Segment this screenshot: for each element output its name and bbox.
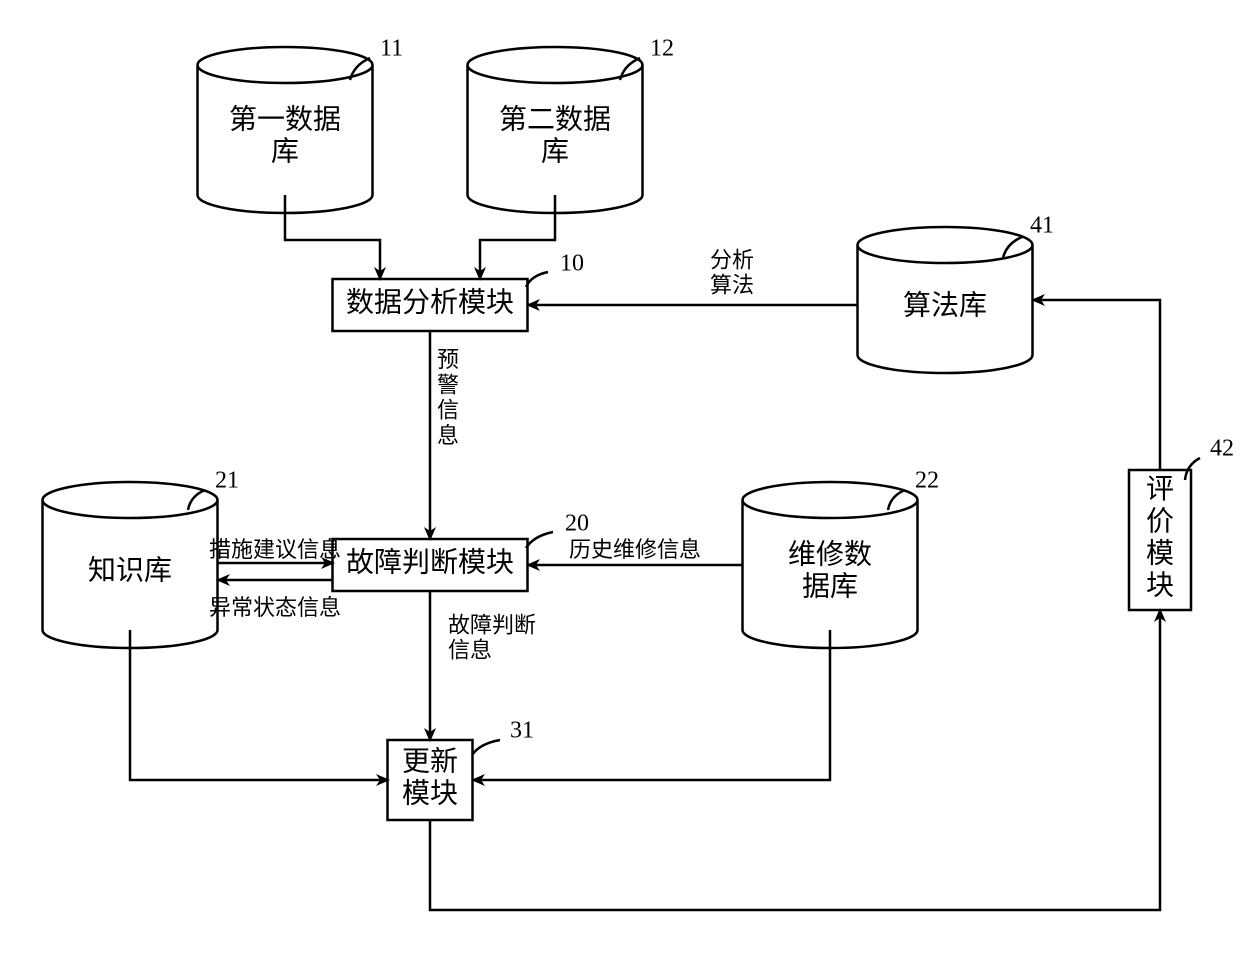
svg-text:据库: 据库 — [802, 571, 858, 603]
svg-text:第一数据: 第一数据 — [229, 103, 341, 135]
svg-text:评: 评 — [1146, 474, 1174, 505]
svg-text:模: 模 — [1146, 538, 1174, 570]
ref-analysis: 10 — [560, 251, 584, 277]
ref-db1: 11 — [380, 36, 403, 62]
ref-leader — [526, 532, 553, 548]
edge-11 — [1033, 300, 1160, 470]
ref-fault: 20 — [565, 511, 589, 537]
svg-text:更新: 更新 — [402, 745, 458, 777]
svg-text:数据分析模块: 数据分析模块 — [346, 286, 514, 318]
edge-9 — [473, 630, 830, 780]
svg-text:第二数据: 第二数据 — [499, 103, 611, 135]
ref-leader — [526, 272, 548, 287]
svg-text:措施建议信息: 措施建议信息 — [209, 537, 341, 562]
system-diagram: 第一数据库11第二数据库12数据分析模块10算法库41知识库21故障判断模块20… — [0, 0, 1240, 965]
svg-text:知识库: 知识库 — [88, 554, 172, 586]
svg-text:警: 警 — [437, 372, 459, 397]
svg-text:块: 块 — [1146, 571, 1174, 602]
ref-algo: 41 — [1030, 213, 1054, 239]
svg-text:信: 信 — [437, 398, 459, 423]
ref-leader — [472, 740, 500, 755]
svg-text:故障判断: 故障判断 — [448, 612, 536, 637]
ref-update: 31 — [510, 718, 534, 744]
svg-text:预: 预 — [437, 347, 459, 372]
svg-text:算法: 算法 — [710, 273, 754, 298]
edge-10 — [430, 610, 1160, 910]
ref-repair: 22 — [915, 468, 939, 494]
svg-text:息: 息 — [437, 423, 459, 448]
svg-text:分析: 分析 — [710, 247, 754, 272]
svg-text:价: 价 — [1146, 506, 1174, 537]
svg-text:库: 库 — [271, 136, 299, 168]
svg-text:信息: 信息 — [448, 638, 492, 663]
svg-text:故障判断模块: 故障判断模块 — [346, 546, 514, 578]
ref-eval: 42 — [1210, 436, 1234, 462]
svg-text:维修数: 维修数 — [788, 538, 872, 570]
ref-db2: 12 — [650, 36, 674, 62]
ref-knowledge: 21 — [215, 468, 239, 494]
svg-text:模块: 模块 — [402, 778, 458, 810]
svg-text:库: 库 — [541, 136, 569, 168]
svg-text:异常状态信息: 异常状态信息 — [209, 595, 341, 620]
edge-8 — [130, 630, 388, 780]
svg-text:历史维修信息: 历史维修信息 — [569, 537, 701, 562]
svg-text:算法库: 算法库 — [903, 289, 987, 321]
